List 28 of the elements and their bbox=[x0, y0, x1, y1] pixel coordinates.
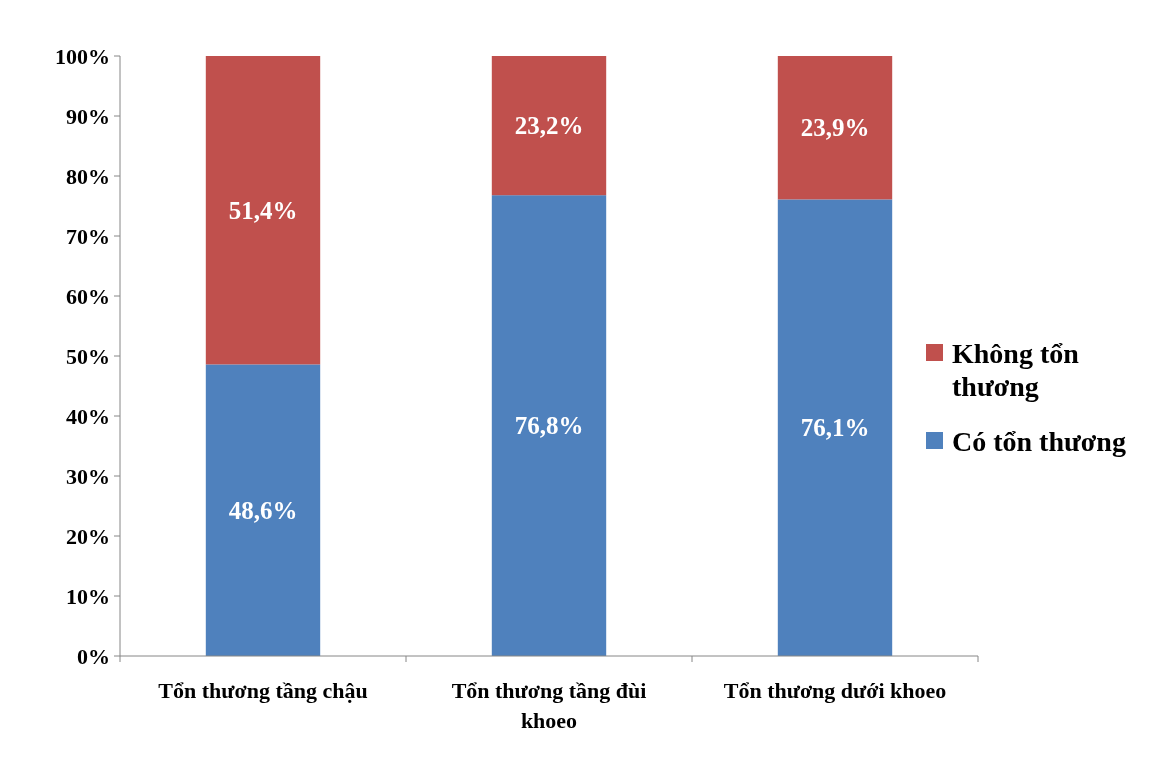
y-tick-label: 90% bbox=[66, 103, 110, 129]
data-label: 76,1% bbox=[800, 414, 870, 442]
y-tick-label: 10% bbox=[66, 583, 110, 609]
y-tick-label: 80% bbox=[66, 163, 110, 189]
x-tick-label: Tổn thương tầng đùi khoeo bbox=[451, 678, 647, 733]
y-tick-label: 70% bbox=[66, 223, 110, 249]
y-tick-label: 40% bbox=[66, 403, 110, 429]
data-label: 51,4% bbox=[228, 196, 298, 224]
data-label: 48,6% bbox=[228, 496, 298, 524]
bar bbox=[777, 199, 893, 656]
data-label: 76,8% bbox=[514, 412, 584, 440]
bar bbox=[491, 56, 607, 196]
data-label: 23,2% bbox=[514, 112, 584, 140]
bar bbox=[205, 364, 321, 656]
legend-label: Không tổn thương bbox=[952, 337, 1080, 402]
bar bbox=[777, 56, 893, 200]
legend-label: Có tổn thương bbox=[952, 425, 1126, 457]
bar bbox=[491, 195, 607, 656]
y-tick-label: 30% bbox=[66, 463, 110, 489]
y-tick-label: 0% bbox=[77, 643, 110, 669]
y-tick-label: 100% bbox=[55, 43, 110, 69]
x-tick-label: Tổn thương dưới khoeo bbox=[723, 678, 947, 703]
data-label: 23,9% bbox=[800, 114, 870, 142]
x-tick-label: Tổn thương tầng chậu bbox=[158, 678, 368, 703]
y-tick-label: 60% bbox=[66, 283, 110, 309]
bar bbox=[205, 56, 321, 365]
y-tick-label: 20% bbox=[66, 523, 110, 549]
y-tick-label: 50% bbox=[66, 343, 110, 369]
